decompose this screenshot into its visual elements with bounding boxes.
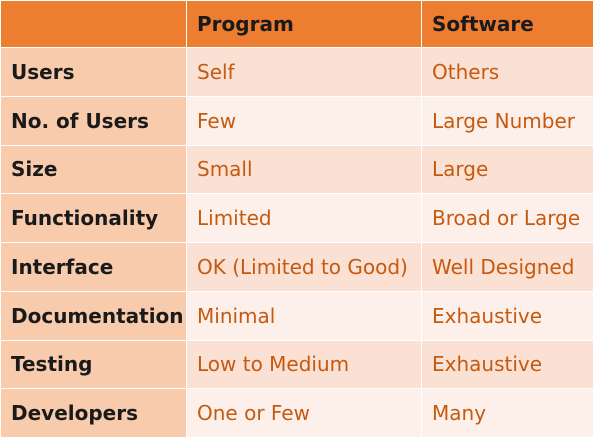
header-corner-cell (0, 0, 187, 48)
program-cell: Few (186, 95, 422, 146)
program-cell: Low to Medium (186, 339, 422, 390)
row-label: No. of Users (0, 95, 187, 146)
header-software: Software (421, 0, 593, 48)
program-cell: Small (186, 144, 422, 195)
table-row: Developers One or Few Many (0, 388, 593, 438)
table-row: No. of Users Few Large Number (0, 95, 593, 146)
header-program: Program (186, 0, 422, 48)
program-cell: Limited (186, 193, 422, 243)
table-row: Documentation Minimal Exhaustive (0, 290, 593, 341)
table-row: Testing Low to Medium Exhaustive (0, 339, 593, 390)
program-cell: OK (Limited to Good) (186, 242, 422, 292)
row-label: Functionality (0, 193, 187, 243)
software-cell: Broad or Large (421, 193, 593, 243)
table-row: Interface OK (Limited to Good) Well Desi… (0, 242, 593, 292)
software-cell: Large (421, 144, 593, 195)
row-label: Size (0, 144, 187, 195)
program-cell: Self (186, 47, 422, 97)
software-cell: Large Number (421, 95, 593, 146)
table-row: Size Small Large (0, 144, 593, 195)
software-cell: Exhaustive (421, 339, 593, 390)
row-label: Documentation (0, 290, 187, 341)
program-cell: One or Few (186, 388, 422, 438)
software-cell: Others (421, 47, 593, 97)
row-label: Interface (0, 242, 187, 292)
row-label: Developers (0, 388, 187, 438)
row-label: Users (0, 47, 187, 97)
row-label: Testing (0, 339, 187, 390)
software-cell: Exhaustive (421, 290, 593, 341)
table-row: Functionality Limited Broad or Large (0, 193, 593, 243)
software-cell: Well Designed (421, 242, 593, 292)
software-cell: Many (421, 388, 593, 438)
header-row: Program Software (0, 0, 593, 48)
program-cell: Minimal (186, 290, 422, 341)
table-row: Users Self Others (0, 47, 593, 97)
